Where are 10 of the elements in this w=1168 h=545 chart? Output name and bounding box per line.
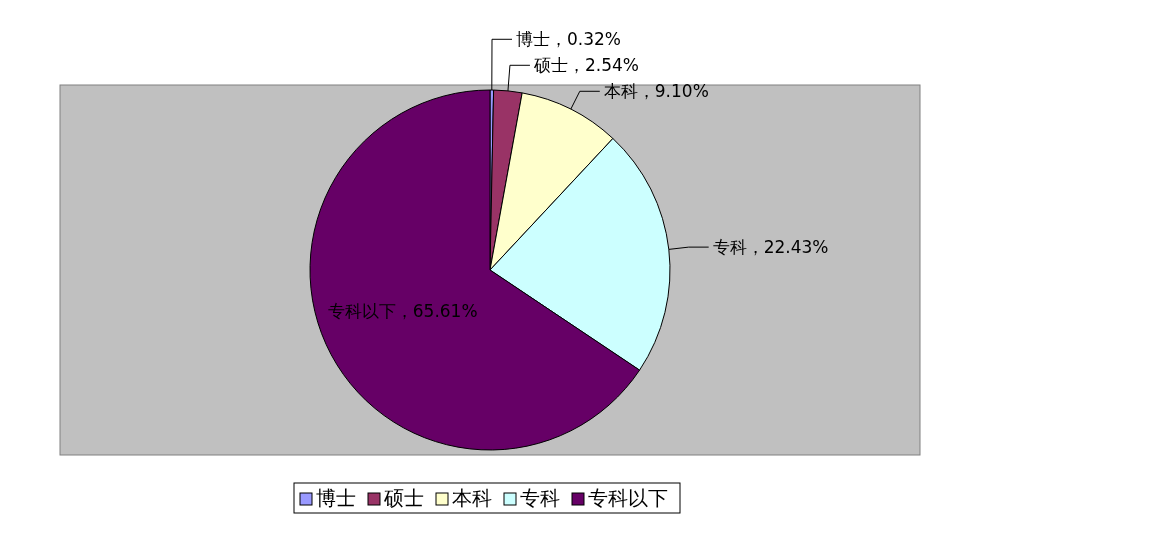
legend-label: 本科 bbox=[452, 486, 492, 510]
data-label: 硕士，2.54% bbox=[532, 55, 639, 76]
data-label: 博士，0.32% bbox=[516, 29, 622, 50]
legend-label: 博士 bbox=[316, 486, 356, 510]
legend-label: 专科 bbox=[520, 486, 560, 510]
data-label: 本科，9.10% bbox=[603, 81, 709, 102]
data-label: 专科，22.43% bbox=[712, 237, 829, 258]
data-label: 专科以下，65.61% bbox=[327, 300, 478, 321]
legend-label: 专科以下 bbox=[588, 486, 668, 510]
legend-label: 硕士 bbox=[383, 486, 424, 510]
